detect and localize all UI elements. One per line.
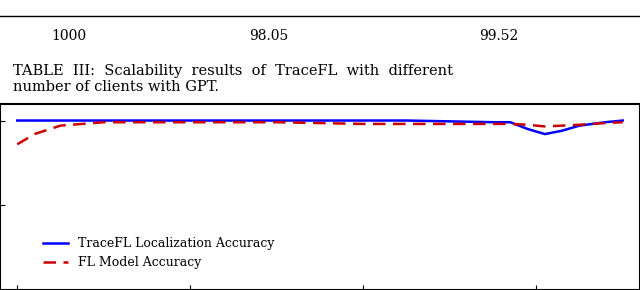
- TraceFL Localization Accuracy: [360, 119, 367, 122]
- TraceFL Localization Accuracy: [575, 124, 583, 127]
- Text: 98.05: 98.05: [249, 29, 289, 43]
- TraceFL Localization Accuracy: [602, 120, 609, 124]
- TraceFL Localization Accuracy: [186, 119, 194, 122]
- FL Model Accuracy: [186, 120, 194, 124]
- TraceFL Localization Accuracy: [13, 119, 21, 122]
- TraceFL Localization Accuracy: [57, 119, 65, 122]
- FL Model Accuracy: [143, 120, 151, 124]
- TraceFL Localization Accuracy: [100, 119, 108, 122]
- TraceFL Localization Accuracy: [403, 119, 410, 122]
- Legend: TraceFL Localization Accuracy, FL Model Accuracy: TraceFL Localization Accuracy, FL Model …: [38, 232, 280, 274]
- FL Model Accuracy: [273, 120, 280, 124]
- FL Model Accuracy: [619, 120, 627, 124]
- TraceFL Localization Accuracy: [273, 119, 280, 122]
- FL Model Accuracy: [506, 122, 514, 126]
- TraceFL Localization Accuracy: [524, 127, 531, 131]
- FL Model Accuracy: [541, 125, 548, 128]
- FL Model Accuracy: [602, 121, 609, 125]
- TraceFL Localization Accuracy: [31, 119, 38, 122]
- FL Model Accuracy: [230, 120, 237, 124]
- FL Model Accuracy: [31, 132, 38, 136]
- TraceFL Localization Accuracy: [558, 129, 566, 133]
- FL Model Accuracy: [360, 122, 367, 126]
- FL Model Accuracy: [558, 124, 566, 127]
- TraceFL Localization Accuracy: [489, 120, 497, 124]
- FL Model Accuracy: [13, 142, 21, 146]
- TraceFL Localization Accuracy: [506, 120, 514, 124]
- FL Model Accuracy: [316, 121, 324, 125]
- Text: 99.52: 99.52: [479, 29, 519, 43]
- FL Model Accuracy: [575, 123, 583, 126]
- TraceFL Localization Accuracy: [619, 119, 627, 122]
- Text: TABLE  III:  Scalability  results  of  TraceFL  with  different
number of client: TABLE III: Scalability results of TraceF…: [13, 64, 453, 95]
- FL Model Accuracy: [403, 122, 410, 126]
- TraceFL Localization Accuracy: [446, 120, 454, 123]
- FL Model Accuracy: [489, 122, 497, 126]
- FL Model Accuracy: [524, 123, 531, 126]
- TraceFL Localization Accuracy: [316, 119, 324, 122]
- TraceFL Localization Accuracy: [143, 119, 151, 122]
- Line: FL Model Accuracy: FL Model Accuracy: [17, 122, 623, 144]
- Text: 1000: 1000: [51, 29, 86, 43]
- TraceFL Localization Accuracy: [230, 119, 237, 122]
- FL Model Accuracy: [446, 122, 454, 126]
- FL Model Accuracy: [100, 120, 108, 124]
- TraceFL Localization Accuracy: [541, 132, 548, 136]
- FL Model Accuracy: [57, 124, 65, 127]
- Line: TraceFL Localization Accuracy: TraceFL Localization Accuracy: [17, 121, 623, 134]
